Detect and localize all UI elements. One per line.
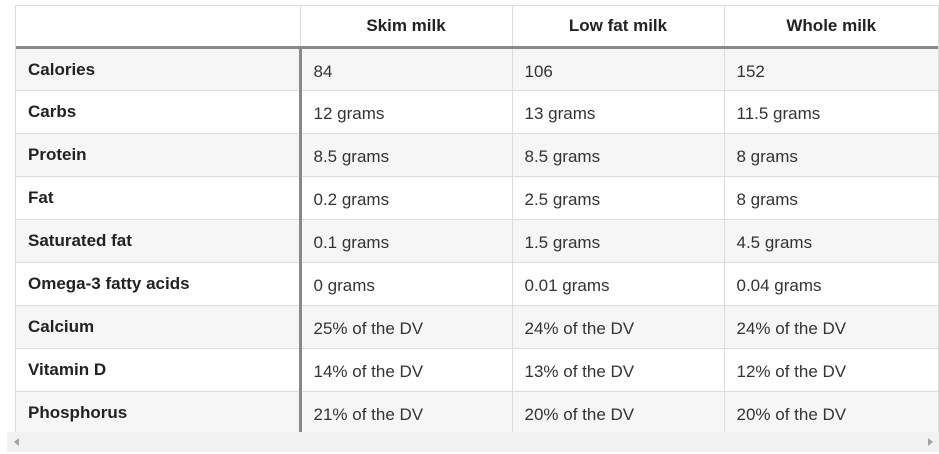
row-label: Saturated fat [16,219,302,263]
column-header-whole-milk: Whole milk [723,6,938,49]
table-cell: 84 [300,47,512,91]
table-cell: 8.5 grams [300,133,512,177]
table-cell: 13% of the DV [511,348,724,392]
table-cell: 0.01 grams [511,262,724,306]
table-cell: 106 [511,47,724,91]
table-cell: 0.04 grams [723,262,938,306]
table-scroll-container[interactable]: Skim milk Low fat milk Whole milk Calori… [15,5,939,433]
table-row: Fat 0.2 grams 2.5 grams 8 grams [16,176,938,220]
table-cell: 0 grams [300,262,512,306]
table-row: Saturated fat 0.1 grams 1.5 grams 4.5 gr… [16,219,938,263]
table-row: Protein 8.5 grams 8.5 grams 8 grams [16,133,938,177]
table-row: Calcium 25% of the DV 24% of the DV 24% … [16,305,938,349]
table-cell: 1.5 grams [511,219,724,263]
row-label: Calcium [16,305,302,349]
table-cell: 20% of the DV [511,391,724,433]
row-label: Calories [16,47,302,91]
table-body: Calories 84 106 152 Carbs 12 grams 13 gr… [16,47,938,433]
table-cell: 8 grams [723,133,938,177]
row-label: Protein [16,133,302,177]
table-row: Omega-3 fatty acids 0 grams 0.01 grams 0… [16,262,938,306]
chevron-left-icon[interactable] [14,438,19,446]
table-cell: 11.5 grams [723,90,938,134]
table-header: Skim milk Low fat milk Whole milk [16,6,938,49]
table-row: Vitamin D 14% of the DV 13% of the DV 12… [16,348,938,392]
row-label: Vitamin D [16,348,302,392]
table-cell: 21% of the DV [300,391,512,433]
table-cell: 12% of the DV [723,348,938,392]
table-cell: 152 [723,47,938,91]
table-cell: 24% of the DV [511,305,724,349]
table-cell: 2.5 grams [511,176,724,220]
table-cell: 25% of the DV [300,305,512,349]
column-header-skim-milk: Skim milk [299,6,512,49]
header-corner [16,6,300,49]
table-row: Phosphorus 21% of the DV 20% of the DV 2… [16,391,938,433]
table-cell: 4.5 grams [723,219,938,263]
table-cell: 8.5 grams [511,133,724,177]
row-label: Carbs [16,90,302,134]
header-row: Skim milk Low fat milk Whole milk [16,6,938,49]
milk-nutrition-table: Skim milk Low fat milk Whole milk Calori… [16,6,938,433]
table-cell: 0.2 grams [300,176,512,220]
table-cell: 20% of the DV [723,391,938,433]
row-label: Fat [16,176,302,220]
table-row: Calories 84 106 152 [16,47,938,91]
horizontal-scrollbar[interactable] [7,432,939,452]
row-label: Phosphorus [16,391,302,433]
table-cell: 12 grams [300,90,512,134]
table-row: Carbs 12 grams 13 grams 11.5 grams [16,90,938,134]
table-cell: 14% of the DV [300,348,512,392]
chevron-right-icon[interactable] [928,438,933,446]
table-cell: 8 grams [723,176,938,220]
table-cell: 24% of the DV [723,305,938,349]
column-header-low-fat-milk: Low fat milk [511,6,724,49]
table-cell: 0.1 grams [300,219,512,263]
table-cell: 13 grams [511,90,724,134]
row-label: Omega-3 fatty acids [16,262,302,306]
